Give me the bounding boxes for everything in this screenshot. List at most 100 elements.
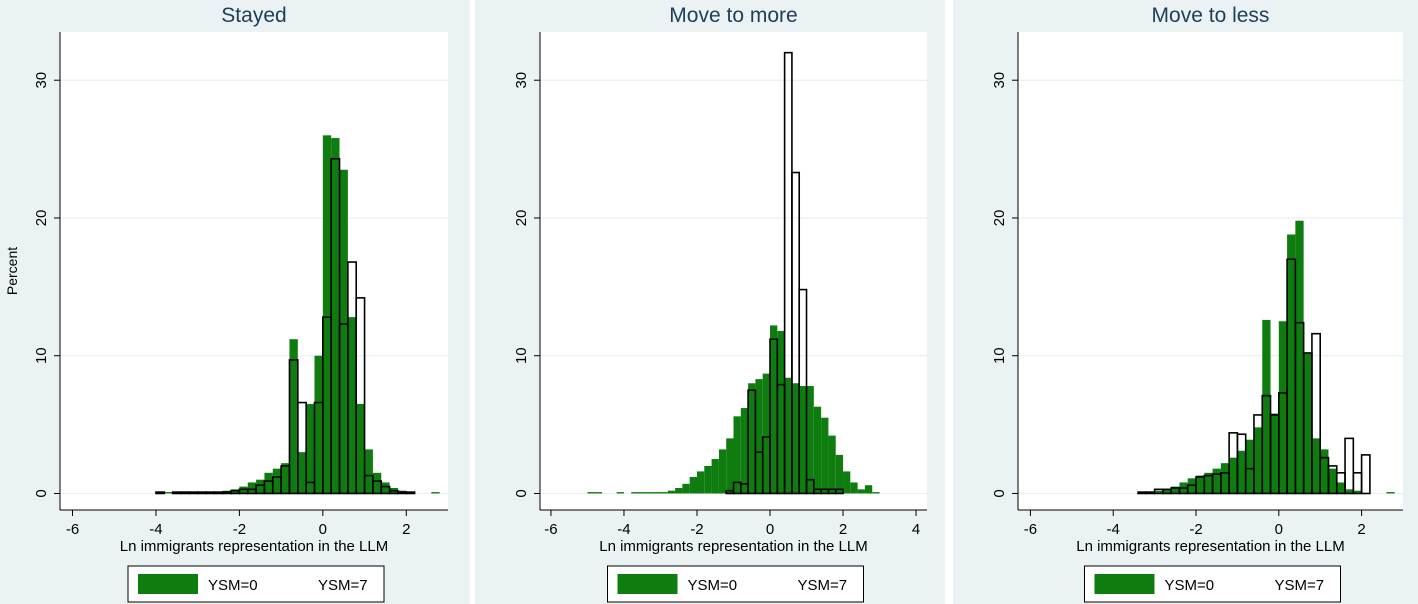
- histogram-bar: [1137, 491, 1148, 495]
- histogram-bar: [289, 339, 298, 494]
- panel-title: Move to less: [1152, 4, 1270, 27]
- histogram-bar: [1220, 463, 1230, 494]
- legend: YSM=0 YSM=7: [607, 565, 864, 603]
- histogram-bar: [704, 465, 712, 494]
- histogram-bar: [196, 491, 207, 495]
- x-tick-label: -4: [1107, 521, 1120, 538]
- histogram-bar: [667, 490, 676, 494]
- histogram-bar: [675, 487, 683, 494]
- histogram-bar: [631, 492, 639, 494]
- legend: YSM=0 YSM=7: [1084, 565, 1341, 603]
- x-tick-label: 2: [839, 521, 847, 538]
- y-tick-label: 30: [513, 72, 530, 89]
- histogram-bar: [1278, 321, 1288, 494]
- histogram-bar: [1236, 433, 1247, 495]
- histogram-bar: [1320, 449, 1329, 494]
- histogram-bar: [755, 379, 763, 494]
- histogram-bar: [247, 482, 257, 494]
- panel-title: Stayed: [221, 4, 286, 27]
- histogram-bar: [1262, 319, 1271, 494]
- histogram-bar: [171, 491, 182, 495]
- histogram-bar: [355, 297, 366, 495]
- histogram-bar: [821, 417, 829, 494]
- legend: YSM=0 YSM=7: [127, 565, 385, 603]
- x-tick-label: 0: [1275, 521, 1283, 538]
- histogram-bar: [1311, 332, 1322, 495]
- histogram-bar: [213, 491, 224, 495]
- histogram-bar: [835, 454, 844, 494]
- x-tick-label: -6: [1024, 521, 1037, 538]
- panel-2: 0 10 20 30 -6 -4 -2 0 2 4 Move to more Ln immigrant…: [513, 4, 927, 603]
- x-tick-label: -6: [66, 521, 79, 538]
- legend-label-ysm0: YSM=0: [688, 577, 738, 594]
- histogram-bar: [155, 491, 166, 495]
- histogram-bar: [306, 403, 315, 494]
- y-tick-label: 20: [513, 210, 530, 227]
- histogram-bar: [711, 459, 719, 494]
- histogram-bar: [1196, 475, 1205, 494]
- plot-area: [60, 32, 448, 510]
- legend-label-ysm7: YSM=7: [318, 577, 368, 594]
- y-tick-label: 10: [991, 347, 1008, 364]
- histogram-bar: [850, 482, 858, 494]
- histogram-bar: [748, 383, 756, 494]
- histogram-bar: [164, 492, 173, 494]
- histogram-bar: [587, 492, 595, 494]
- histogram-bar: [777, 330, 785, 494]
- histogram-bar: [1336, 482, 1346, 494]
- x-tick-label: 2: [1357, 521, 1365, 538]
- histogram-bar: [431, 492, 440, 494]
- histogram-bar: [322, 135, 332, 494]
- histogram-bar: [180, 491, 191, 495]
- histogram-bar: [1386, 492, 1395, 494]
- legend-label-ysm0: YSM=0: [1165, 577, 1215, 594]
- histogram-bar: [828, 435, 836, 494]
- series-ysm-0: [1138, 220, 1395, 494]
- histogram-bar: [1212, 468, 1221, 494]
- y-tick-label: 0: [991, 489, 1008, 497]
- histogram-bar: [799, 386, 807, 494]
- x-axis-label: Ln immigrants representation in the LLM: [120, 538, 388, 555]
- histogram-bar: [770, 325, 778, 494]
- histogram-bar: [221, 491, 232, 495]
- histogram-bar: [281, 463, 290, 494]
- histogram-bar: [1237, 450, 1246, 494]
- histogram-bar: [726, 438, 734, 494]
- histogram-bar: [805, 478, 815, 495]
- y-tick-label: 10: [33, 347, 50, 364]
- histogram-bar: [405, 491, 416, 495]
- legend-swatch-ysm0: [1094, 574, 1155, 594]
- histogram-bar: [272, 468, 282, 494]
- histogram-bar: [791, 383, 800, 494]
- histogram-bar: [1154, 490, 1163, 494]
- legend-swatch-ysm7: [745, 574, 794, 594]
- histogram-bar: [733, 416, 741, 494]
- histogram-bar: [762, 373, 771, 494]
- legend-swatch-ysm0: [617, 574, 678, 594]
- legend-swatch-ysm7: [1222, 574, 1271, 594]
- histogram-bar: [747, 389, 757, 495]
- series-ysm-7: [1137, 258, 1371, 495]
- histogram-bar: [813, 406, 822, 494]
- histogram-bar: [864, 485, 873, 494]
- histogram-bar: [1295, 220, 1304, 494]
- series-ysm-0: [164, 135, 440, 494]
- panel-title: Move to more: [669, 4, 797, 27]
- histogram-bar: [857, 489, 865, 494]
- histogram-bar: [660, 492, 668, 494]
- legend-swatch-ysm0: [138, 574, 198, 594]
- histogram-bar: [1245, 439, 1254, 494]
- x-tick-label: -6: [544, 521, 557, 538]
- histogram-bar: [1162, 489, 1172, 494]
- histogram-bar: [264, 472, 273, 494]
- histogram-bar: [1345, 489, 1354, 494]
- histogram-bar: [616, 492, 624, 494]
- histogram-bar: [364, 449, 373, 494]
- histogram-bar: [594, 492, 603, 494]
- histogram-bar: [1229, 457, 1238, 494]
- y-tick-label: 30: [991, 72, 1008, 89]
- histogram-bar: [397, 491, 408, 495]
- histogram-bar: [843, 471, 851, 494]
- series-ysm-0: [587, 325, 880, 494]
